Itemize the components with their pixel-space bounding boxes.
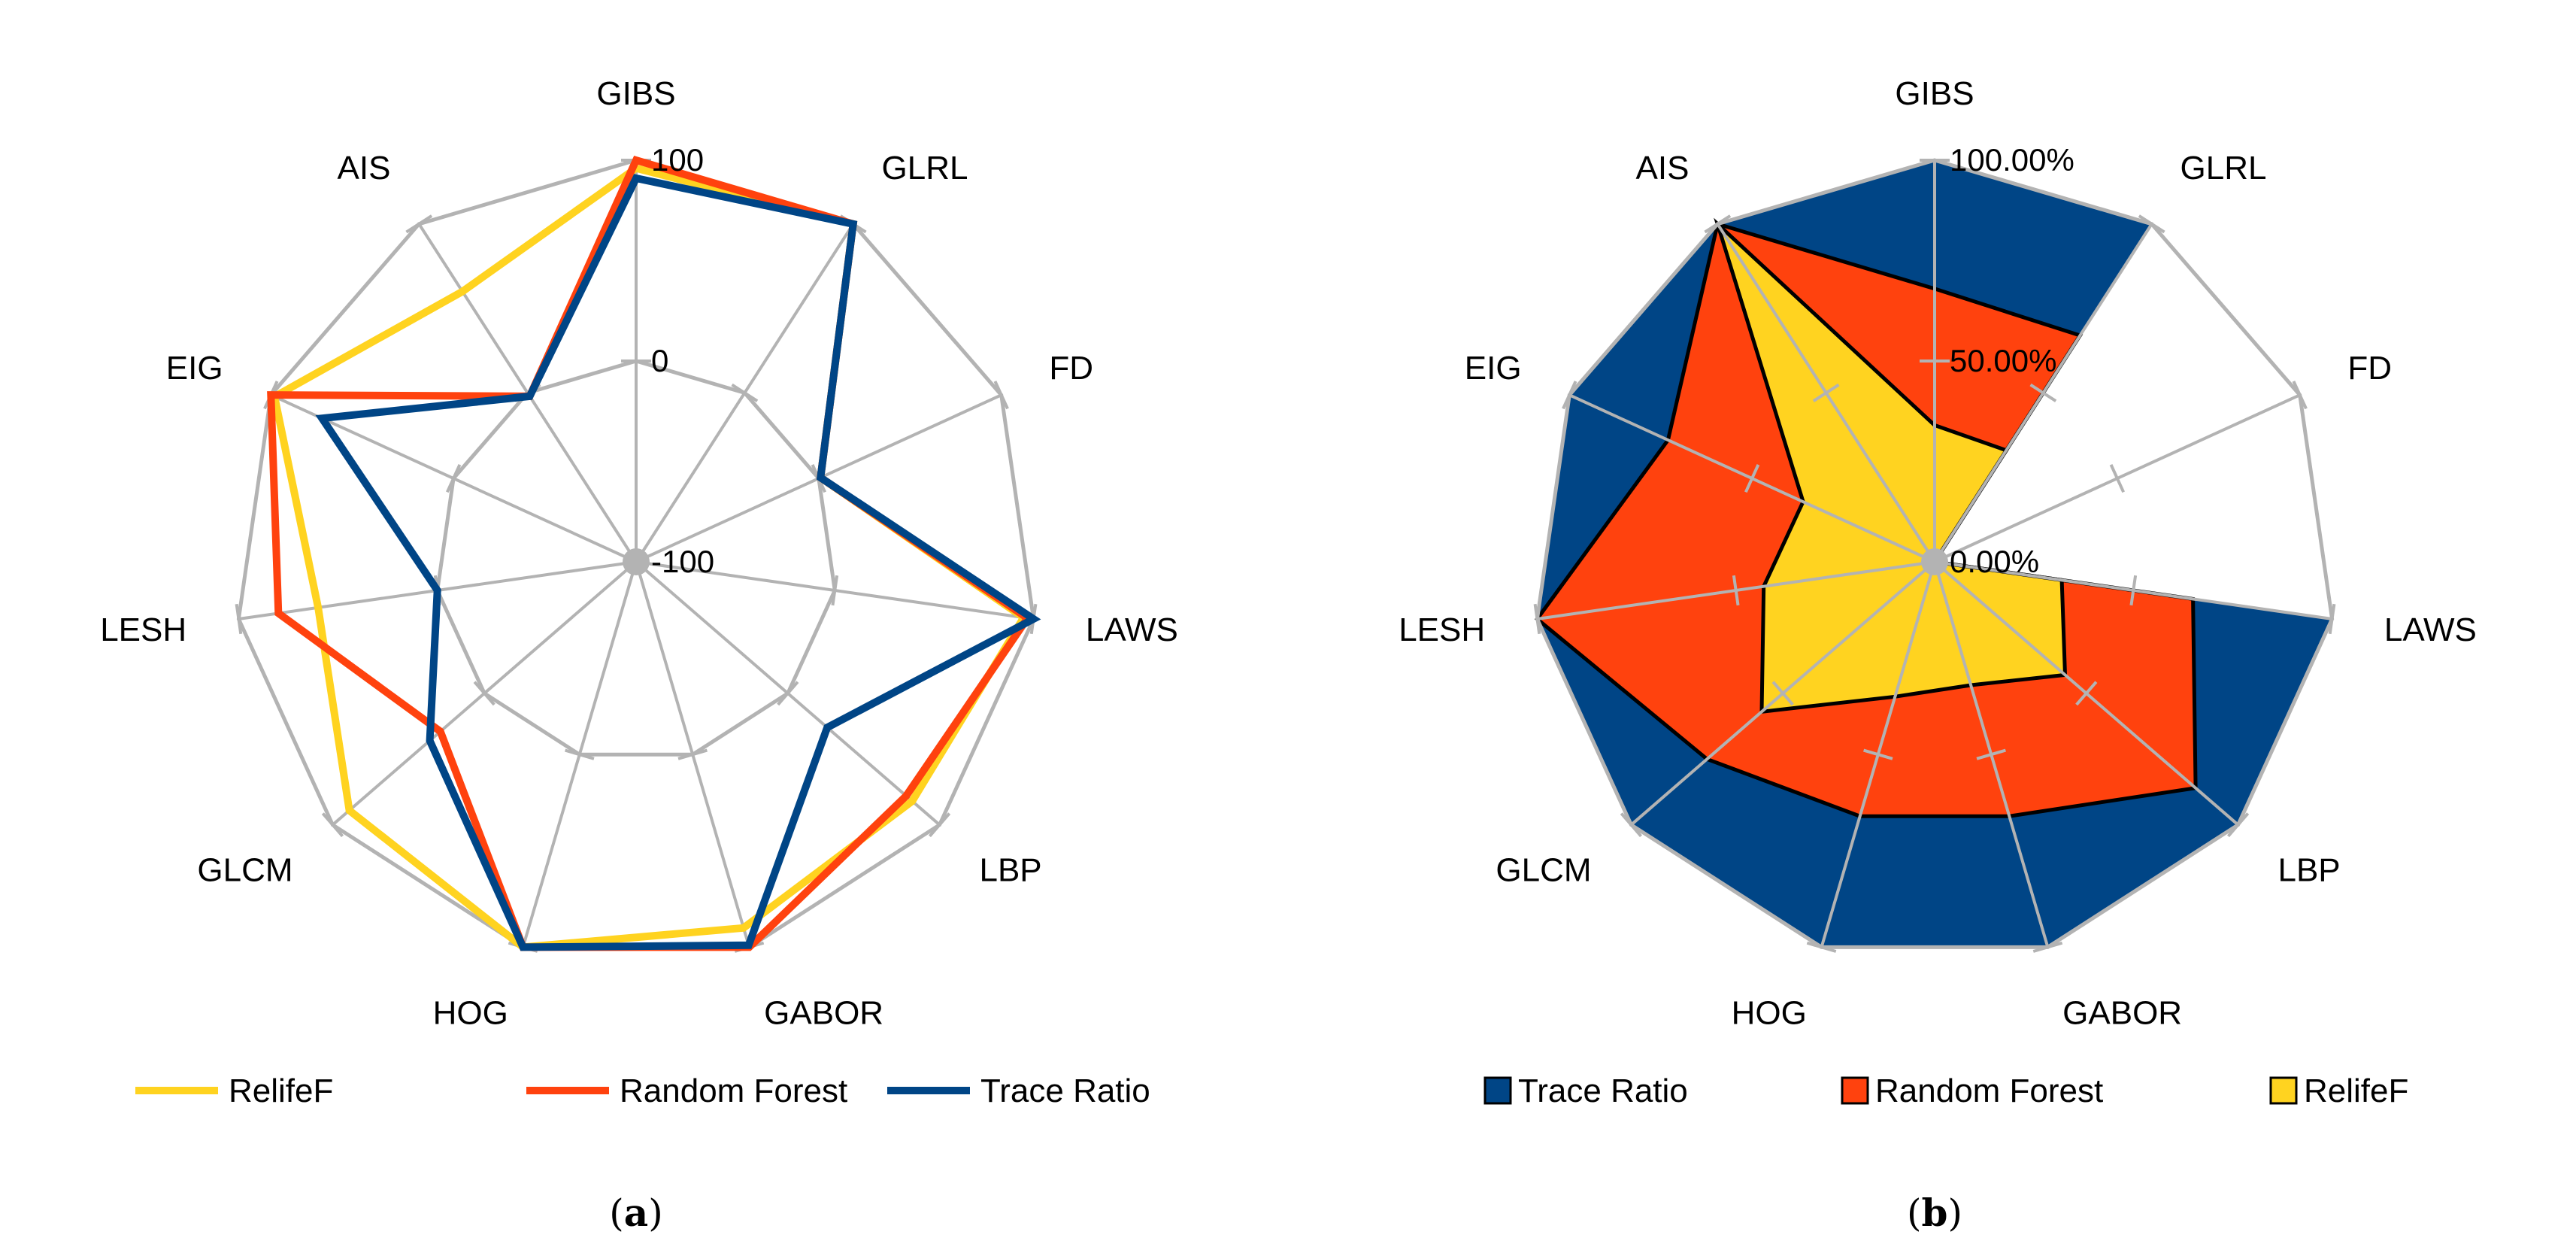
axis-tick — [1704, 214, 1732, 234]
grid-ring — [435, 359, 837, 757]
category-label-glrl: GLRL — [882, 150, 968, 187]
axis-tick — [1771, 681, 1794, 706]
legend-label: Trace Ratio — [980, 1072, 1150, 1109]
category-label-gibs: GIBS — [1895, 75, 1974, 112]
axis-tick — [2032, 941, 2063, 953]
axis-tick — [235, 603, 243, 635]
axis-tick — [1744, 464, 1760, 493]
legend-label: RelifeF — [2304, 1072, 2408, 1109]
center-dot — [623, 548, 650, 575]
series-line-trace-ratio — [315, 174, 1041, 951]
axis-tick — [1976, 748, 2006, 760]
axis-tick — [321, 812, 344, 838]
series-line-relifef — [270, 164, 1029, 951]
legend-label: RelifeF — [229, 1072, 333, 1109]
category-label-laws: LAWS — [1086, 611, 1178, 648]
category-label-hog: HOG — [433, 995, 508, 1032]
axis-tick — [1812, 383, 1840, 402]
axis-tick — [1732, 575, 1740, 606]
radar-chart-a: GIBS GLRL FD LAWS LBP GABOR HOG GLCM LESH EIG AIS 1… — [100, 75, 1178, 1235]
axis-tick — [831, 575, 839, 606]
caption-open: ( — [1907, 1191, 1922, 1235]
series-line-random-forest — [267, 155, 1033, 951]
axis-tick — [405, 214, 433, 234]
axis-tick — [473, 681, 496, 706]
category-label-ais: AIS — [1636, 150, 1690, 187]
grid-ring — [1535, 158, 2335, 949]
axis-tick — [1620, 812, 1643, 838]
tick-label: 100 — [651, 142, 704, 177]
axis-tick — [1533, 603, 1541, 635]
category-label-glrl: GLRL — [2181, 150, 2267, 187]
category-label-ais: AIS — [338, 150, 391, 187]
category-label-fd: FD — [1049, 350, 1093, 387]
tick-label: 0 — [651, 343, 668, 378]
category-label-laws: LAWS — [2384, 611, 2477, 648]
category-label-eig: EIG — [166, 350, 223, 387]
category-label-lesh: LESH — [1399, 611, 1485, 648]
category-label-gabor: GABOR — [2062, 995, 2182, 1032]
caption-letter: a — [624, 1191, 648, 1235]
legend-label: Random Forest — [1875, 1072, 2103, 1109]
axis-tick — [777, 681, 799, 706]
caption-open: ( — [609, 1191, 624, 1235]
legend-swatch — [1841, 1076, 1869, 1105]
axis-tick — [1863, 748, 1893, 760]
legend-swatch — [2269, 1076, 2298, 1105]
axis-tick — [928, 812, 951, 838]
axis-tick — [2075, 681, 2098, 706]
axis-tick — [2292, 381, 2308, 410]
axis-tick — [2129, 575, 2138, 606]
axis-tick — [2138, 214, 2165, 234]
axis-tick — [731, 383, 759, 402]
axis-tick — [565, 748, 595, 760]
caption-letter: b — [1922, 1191, 1948, 1235]
category-label-gabor: GABOR — [764, 995, 883, 1032]
tick-label: 50.00% — [1950, 343, 2056, 378]
caption-close: ) — [1947, 1191, 1962, 1235]
category-label-lesh: LESH — [100, 611, 186, 648]
caption: (b) — [1907, 1191, 1962, 1235]
category-label-eig: EIG — [1465, 350, 1522, 387]
axis-tick — [2226, 812, 2250, 838]
category-label-lbp: LBP — [2277, 852, 2340, 889]
tick-label: 100.00% — [1950, 142, 2074, 177]
legend-label: Trace Ratio — [1518, 1072, 1688, 1109]
axis-tick — [2109, 464, 2125, 493]
category-label-gibs: GIBS — [596, 75, 675, 112]
category-label-glcm: GLCM — [197, 852, 292, 889]
category-label-fd: FD — [2347, 350, 2392, 387]
center-dot — [1921, 548, 1948, 575]
category-label-glcm: GLCM — [1496, 852, 1591, 889]
axis-tick — [1806, 941, 1837, 953]
legend-swatch — [1483, 1076, 1512, 1105]
axis-tick — [2029, 383, 2057, 402]
axis-tick — [2328, 603, 2336, 635]
axis-tick — [1562, 381, 1577, 410]
tick-label: 0.00% — [1950, 544, 2039, 579]
legend-label: Random Forest — [620, 1072, 847, 1109]
caption: (a) — [609, 1191, 662, 1235]
category-label-hog: HOG — [1732, 995, 1807, 1032]
grid — [235, 158, 1038, 953]
caption-close: ) — [648, 1191, 663, 1235]
tick-label: -100 — [651, 544, 714, 579]
radar-chart-b: GIBS GLRL FD LAWS LBP GABOR HOG GLCM LESH EIG AIS 1… — [1399, 75, 2477, 1235]
axis-tick — [677, 748, 708, 760]
axis-tick — [993, 381, 1009, 410]
axis-tick — [446, 464, 462, 493]
category-label-lbp: LBP — [979, 852, 1041, 889]
grid — [1533, 158, 2336, 953]
